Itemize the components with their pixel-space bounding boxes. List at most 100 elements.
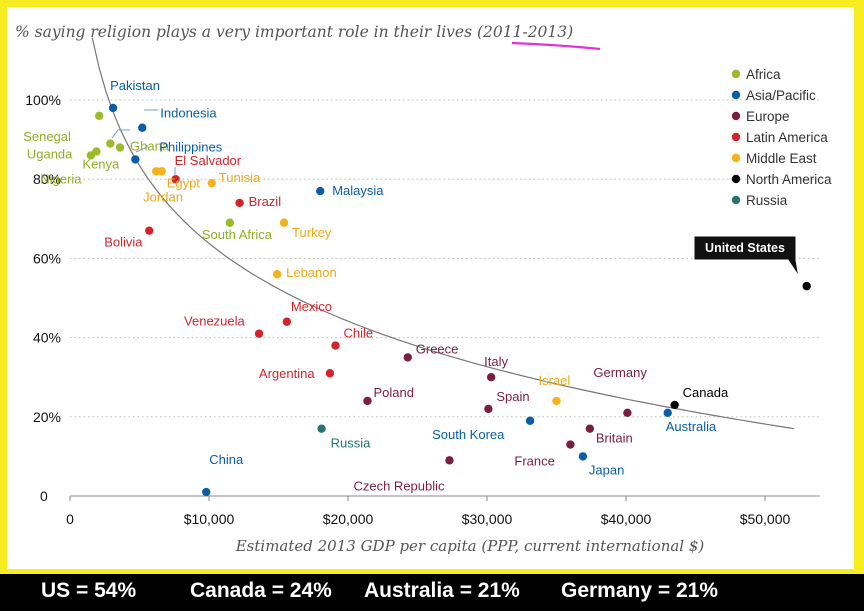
x-axis-title: Estimated 2013 GDP per capita (PPP, curr…	[235, 537, 705, 555]
point-label: Russia	[331, 436, 372, 451]
legend-label: Russia	[746, 193, 788, 208]
point-mexico	[282, 317, 292, 326]
legend: Africa Asia/Pacific Europe Latin America Mid…	[731, 67, 832, 208]
point-label: Argentina	[259, 366, 315, 381]
leader-line	[111, 129, 130, 139]
point-label: South Africa	[202, 227, 273, 242]
yellow-frame	[0, 0, 864, 574]
point-russia	[317, 424, 326, 433]
caption-germany: Germany = 21%	[561, 579, 719, 602]
caption-canada: Canada = 24%	[190, 579, 332, 602]
x-tick-label: $40,000	[601, 511, 652, 527]
trend-curve	[91, 37, 795, 430]
y-tick-label: 100%	[25, 92, 61, 108]
legend-marker	[731, 69, 741, 79]
point-label: Canada	[683, 385, 729, 400]
x-axis-ticks: 0 $10,000 $20,000 $30,000 $40,000 $50,000	[66, 496, 791, 527]
y-tick-label: 0	[40, 488, 48, 504]
us-callout-box	[693, 235, 800, 277]
chart-panel	[7, 7, 854, 569]
point-greece	[403, 353, 412, 362]
point-south-africa	[225, 218, 235, 227]
point-argentina	[325, 369, 335, 378]
point-label: Spain	[496, 389, 529, 404]
point-label: Bolivia	[104, 235, 143, 250]
legend-marker	[731, 90, 741, 100]
y-tick-label: 60%	[33, 250, 61, 266]
point-japan	[578, 452, 588, 461]
point-label: Germany	[593, 365, 647, 380]
point-label: Italy	[484, 354, 508, 369]
point-label: Turkey	[292, 225, 332, 240]
point-brazil	[235, 198, 244, 208]
point-label: France	[514, 454, 554, 469]
leader-line	[135, 145, 148, 153]
data-points	[86, 103, 811, 497]
point-label: Australia	[666, 419, 717, 434]
x-tick-label: $30,000	[462, 511, 513, 527]
point-china	[202, 487, 211, 497]
religion-vs-gdp-scatter-chart: % saying religion plays a very important…	[15, 23, 832, 555]
caption-bar: US = 54% Canada = 24% Australia = 21% Ge…	[0, 575, 864, 611]
point-label: Lebanon	[286, 265, 337, 280]
point-label: Israel	[539, 373, 571, 388]
point-label: Mexico	[291, 299, 332, 314]
y-tick-label: 20%	[33, 409, 61, 425]
point-label: Indonesia	[160, 106, 217, 121]
point-label: Britain	[596, 431, 633, 446]
point-spain	[484, 404, 493, 414]
point-israel	[552, 396, 561, 406]
point-france	[566, 440, 575, 449]
point-label: Brazil	[249, 194, 282, 209]
legend-marker	[731, 111, 741, 121]
legend-label: Middle East	[746, 151, 817, 166]
point-label: China	[209, 452, 244, 467]
point-label: Greece	[416, 341, 459, 356]
legend-label: Africa	[746, 67, 781, 82]
point-tunisia	[207, 178, 216, 188]
point-label: Venezuela	[184, 314, 245, 329]
point-label: Tunisia	[219, 170, 261, 185]
point-label: Chile	[343, 326, 373, 341]
point-lebanon	[272, 270, 282, 279]
point-australia	[663, 408, 672, 418]
legend-label: Asia/Pacific	[746, 88, 816, 103]
point-indonesia	[138, 123, 147, 132]
point-label: Poland	[373, 385, 413, 400]
point-malaysia	[316, 186, 325, 196]
point-nigeria	[106, 139, 115, 148]
point-italy	[486, 373, 496, 382]
x-tick-label: $50,000	[740, 511, 791, 527]
chart-title: % saying religion plays a very important…	[15, 23, 573, 41]
point-label: Japan	[589, 462, 624, 477]
point-turkey	[279, 218, 289, 227]
y-tick-label: 40%	[33, 330, 61, 346]
point-label: Czech Republic	[353, 478, 445, 493]
point-label: Senegal	[23, 129, 71, 144]
point-label: Kenya	[82, 156, 120, 171]
us-callout-label: United States	[705, 241, 785, 255]
point-philippines	[131, 155, 140, 164]
point-label: Egypt	[167, 175, 201, 190]
legend-marker	[731, 132, 741, 142]
point-senegal	[94, 111, 104, 121]
point-label: South Korea	[432, 427, 505, 442]
point-label: Nigeria	[40, 172, 82, 187]
point-label: Jordan	[143, 189, 183, 204]
point-pakistan	[108, 103, 118, 113]
point-czech-republic	[445, 456, 454, 465]
point-britain	[585, 424, 595, 433]
point-chile	[331, 341, 340, 350]
point-canada	[670, 400, 679, 410]
x-tick-label: $10,000	[184, 511, 235, 527]
legend-label: Europe	[746, 109, 790, 124]
caption-us: US = 54%	[41, 579, 137, 602]
point-label: Pakistan	[110, 78, 160, 93]
us-callout: United States	[693, 235, 800, 277]
legend-label: Latin America	[746, 130, 828, 145]
point-label: Uganda	[27, 146, 73, 161]
point-germany	[623, 408, 632, 418]
point-kenya	[92, 147, 101, 156]
point-poland	[363, 396, 372, 406]
